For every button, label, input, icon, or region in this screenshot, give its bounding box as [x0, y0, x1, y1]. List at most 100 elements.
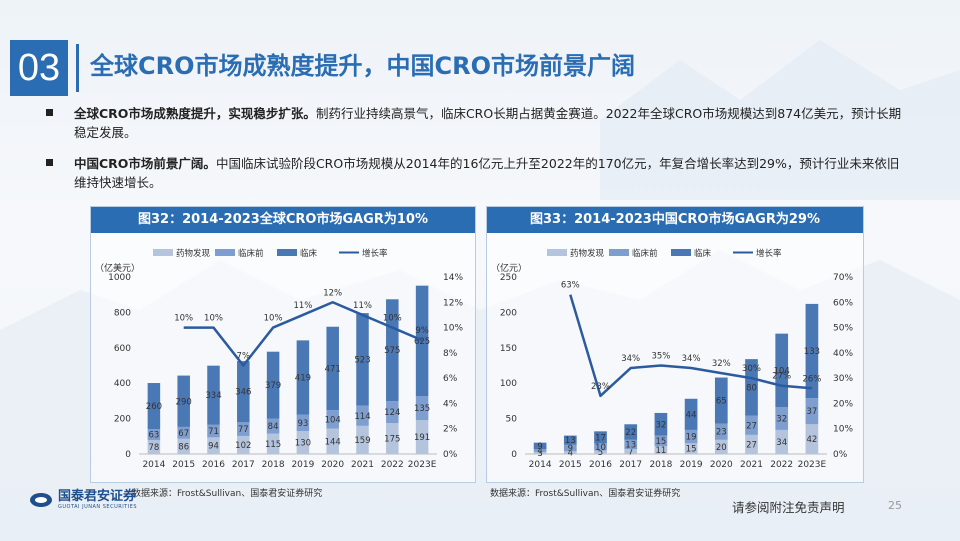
legend-swatch [609, 249, 629, 256]
y-tick-label: 0 [125, 450, 131, 460]
bar-value-label: 175 [384, 435, 400, 445]
bar-value-label: 290 [176, 397, 192, 407]
bar-value-label: 32 [776, 415, 787, 425]
bullet-item: 全球CRO市场成熟度提升，实现稳步扩张。制药行业持续高景气，临床CRO长期占据黄… [46, 104, 906, 142]
bar-segment [326, 326, 339, 411]
y2-tick-label: 8% [443, 349, 458, 359]
y2-tick-label: 10% [443, 324, 463, 334]
bar-segment [594, 431, 607, 444]
bar-value-label: 191 [414, 433, 430, 443]
bar-value-label: 71 [208, 427, 219, 437]
chart-global-cro: 药物发现 临床前 临床 增长率 （亿美元） 0 200 400 600 800 1000 0% 2% 4%… [95, 248, 463, 470]
y2-tick-label: 4% [443, 399, 458, 409]
y-tick-label: 400 [114, 379, 131, 389]
bar-value-label: 124 [384, 408, 400, 418]
page-number: 25 [888, 499, 902, 512]
bar-segment [714, 377, 728, 424]
bar-value-label: 144 [325, 437, 341, 447]
bar-segment [207, 437, 220, 454]
bar-value-label: 10 [595, 443, 606, 453]
y2-tick-label: 14% [443, 273, 463, 283]
bar-segment [654, 412, 668, 436]
bar-value-label: 115 [265, 440, 281, 450]
bar-value-label: 379 [265, 381, 281, 391]
growth-rate-label: 30% [742, 364, 761, 374]
bar-value-label: 86 [178, 442, 189, 452]
bar-value-label: 15 [655, 437, 666, 447]
x-tick-label: 2016 [202, 460, 225, 470]
y-tick-label: 800 [114, 308, 131, 318]
bar-segment [775, 333, 789, 408]
bar-value-label: 63 [148, 431, 159, 441]
growth-rate-label: 63% [561, 281, 580, 291]
bullet-heading: 全球CRO市场成熟度提升，实现稳步扩张。 [74, 106, 316, 121]
x-tick-label: 2020 [321, 460, 344, 470]
bar-value-label: 159 [354, 436, 370, 446]
x-tick-label: 2022 [381, 460, 404, 470]
bar-segment [745, 359, 758, 416]
bar-value-label: 19 [686, 433, 697, 443]
bar-segment [326, 428, 339, 454]
bullet-heading: 中国CRO市场前景广阔。 [74, 156, 216, 171]
growth-rate-label: 27% [772, 372, 791, 382]
bar-segment [386, 401, 399, 424]
y-tick-label: 1000 [108, 273, 131, 283]
bar-segment [266, 433, 280, 454]
bullet-text: 中国临床试验阶段CRO市场规模从2014年的16亿元上升至2022年的170亿元… [74, 156, 900, 190]
x-tick-label: 2019 [291, 460, 314, 470]
bar-segment [594, 443, 607, 451]
bar-value-label: 3 [537, 449, 542, 459]
growth-rate-label: 34% [682, 354, 701, 364]
bar-value-label: 7 [628, 448, 633, 458]
bar-value-label: 130 [295, 438, 311, 448]
bar-segment [207, 424, 220, 438]
bar-segment [563, 435, 577, 445]
chart-panel-china: 图33：2014-2023中国CRO市场GAGR为29% 药物发现 临床前 临床 增长… [486, 206, 864, 483]
page-title: 全球CRO市场成熟度提升，中国CRO市场前景广阔 [90, 52, 635, 80]
legend-swatch [671, 249, 691, 256]
bar-segment [177, 375, 190, 427]
bar-value-label: 65 [716, 397, 727, 407]
bar-value-label: 93 [297, 419, 308, 429]
y2-tick-label: 70% [833, 273, 853, 283]
bar-value-label: 17 [595, 433, 606, 443]
legend-label: 临床前 [632, 248, 658, 259]
bar-value-label: 23 [716, 428, 727, 438]
bar-segment [415, 285, 429, 397]
x-tick-label: 2023E [408, 460, 437, 470]
x-tick-label: 2021 [740, 460, 763, 470]
bar-value-label: 4 [537, 446, 542, 456]
growth-rate-label: 10% [204, 314, 223, 324]
bar-segment [237, 422, 250, 436]
bar-value-label: 104 [325, 415, 341, 425]
bar-segment [624, 439, 638, 450]
y-tick-label: 50 [506, 415, 518, 425]
bar-segment [147, 429, 161, 441]
bar-segment [624, 449, 638, 454]
bar-segment [237, 435, 250, 454]
bar-value-label: 471 [325, 364, 341, 374]
bar-segment [296, 340, 310, 415]
section-number: 03 [10, 40, 68, 96]
y2-tick-label: 2% [443, 425, 458, 435]
bar-value-label: 419 [295, 373, 311, 383]
y-axis-unit: （亿美元） [95, 262, 140, 274]
disclaimer-text: 请参阅附注免责声明 [732, 500, 845, 515]
bullet-square-icon [46, 159, 53, 166]
logo-cn: 国泰君安证券 [58, 489, 137, 504]
bar-value-label: 67 [178, 429, 189, 439]
x-tick-label: 2015 [559, 460, 582, 470]
bar-segment [177, 426, 190, 439]
company-logo: 国泰君安证券 GUOTAI JUNAN SECURITIES [30, 490, 137, 510]
bar-segment [805, 303, 819, 399]
bar-value-label: 84 [268, 422, 279, 432]
bar-segment [654, 435, 668, 447]
growth-rate-label: 35% [651, 352, 670, 362]
bar-value-label: 9 [537, 442, 542, 452]
bar-value-label: 575 [384, 346, 400, 356]
y2-tick-label: 0% [443, 450, 458, 460]
bar-segment [147, 383, 161, 430]
bar-value-label: 346 [235, 388, 251, 398]
x-tick-label: 2014 [142, 460, 165, 470]
logo-en: GUOTAI JUNAN SECURITIES [58, 504, 138, 510]
